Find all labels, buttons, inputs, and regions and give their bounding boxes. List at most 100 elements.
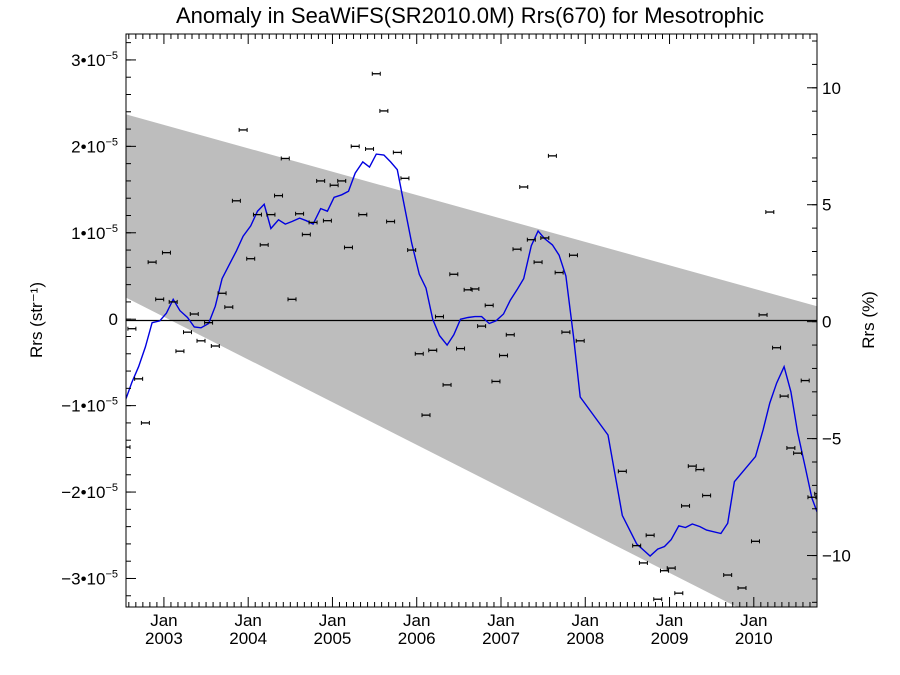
data-point — [540, 235, 550, 240]
y-tick-label-left: 2•10−5 — [71, 136, 118, 156]
data-point — [758, 312, 768, 317]
y-tick-label-right: 0 — [822, 313, 831, 332]
x-tick-label-month: Jan — [656, 611, 683, 630]
data-point — [765, 210, 775, 215]
data-point — [168, 299, 178, 304]
data-point — [421, 413, 431, 418]
data-point — [449, 272, 459, 277]
data-point — [547, 153, 557, 158]
data-point — [238, 127, 248, 132]
x-tick-label-year: 2010 — [735, 629, 773, 648]
data-point — [814, 491, 817, 496]
uncertainty-band-layer — [126, 114, 817, 607]
y-tick-label-left: 3•10−5 — [71, 50, 118, 70]
data-point — [737, 585, 747, 590]
data-point — [414, 351, 424, 356]
x-tick-label-year: 2003 — [145, 629, 183, 648]
data-point — [456, 346, 466, 351]
data-point — [568, 253, 578, 258]
data-point — [316, 178, 326, 183]
data-point — [505, 332, 515, 337]
data-point — [477, 324, 487, 329]
data-point — [301, 232, 311, 237]
data-point — [645, 533, 655, 538]
data-point — [308, 220, 318, 225]
x-tick-label-year: 2008 — [566, 629, 604, 648]
data-point — [183, 330, 193, 335]
data-point — [723, 573, 733, 578]
data-point — [695, 467, 705, 472]
data-point — [674, 591, 684, 596]
data-point — [786, 445, 796, 450]
data-point — [147, 260, 157, 265]
x-tick-label-year: 2006 — [398, 629, 436, 648]
y-tick-label-right: −10 — [822, 547, 851, 566]
data-point — [484, 303, 494, 308]
data-point — [470, 286, 480, 291]
data-point — [287, 297, 297, 302]
data-point — [533, 260, 543, 265]
data-point — [134, 376, 144, 381]
data-point — [632, 543, 642, 548]
x-tick-label-year: 2009 — [651, 629, 689, 648]
data-point — [434, 314, 444, 319]
data-point — [750, 539, 760, 544]
y-tick-label-left: −2•10−5 — [61, 482, 118, 502]
plot-frame — [125, 33, 818, 608]
data-point — [499, 353, 509, 358]
data-point — [702, 493, 712, 498]
y-tick-label-right: 10 — [822, 79, 841, 98]
data-point — [217, 291, 227, 296]
data-point — [175, 349, 185, 354]
data-point — [512, 247, 522, 252]
data-point — [140, 420, 150, 425]
data-point — [822, 596, 830, 600]
data-point — [329, 183, 339, 188]
data-point — [274, 193, 284, 198]
x-tick-label-month: Jan — [150, 611, 177, 630]
x-tick-label-year: 2007 — [482, 629, 520, 648]
running-mean-layer — [126, 153, 817, 557]
data-point — [266, 212, 276, 217]
uncertainty-band — [126, 114, 817, 607]
data-point — [210, 343, 220, 348]
data-point — [161, 250, 171, 255]
data-point — [337, 178, 347, 183]
data-point — [386, 219, 396, 224]
data-point — [224, 305, 234, 310]
data-point — [666, 566, 676, 571]
data-point — [638, 560, 648, 565]
y-tick-label-left: 1•10−5 — [71, 223, 118, 243]
data-point — [371, 71, 381, 76]
x-tick-label-month: Jan — [403, 611, 430, 630]
data-point — [252, 212, 262, 217]
data-point — [519, 184, 529, 189]
data-point — [231, 198, 241, 203]
data-point — [407, 248, 417, 253]
data-point — [155, 297, 165, 302]
data-point — [204, 320, 214, 325]
data-point — [350, 144, 360, 149]
y-axis-label-right: Rrs (%) — [859, 291, 878, 349]
data-point — [196, 338, 206, 343]
data-point — [358, 212, 368, 217]
y-tick-label-left: −3•10−5 — [61, 568, 118, 588]
data-point — [793, 451, 803, 456]
chart-title: Anomaly in SeaWiFS(SR2010.0M) Rrs(670) f… — [176, 3, 764, 28]
data-point — [189, 312, 199, 317]
x-tick-label-month: Jan — [487, 611, 514, 630]
data-point — [392, 150, 402, 155]
data-point — [653, 597, 663, 602]
data-point — [365, 146, 375, 151]
data-point — [659, 568, 669, 573]
tick-marks — [126, 34, 818, 607]
y-tick-label-right: −5 — [822, 430, 841, 449]
y-tick-label-left: −1•10−5 — [61, 396, 118, 416]
data-point — [491, 379, 501, 384]
data-point — [554, 270, 564, 275]
running-mean-line — [126, 153, 817, 557]
data-point — [617, 469, 627, 474]
data-point — [526, 237, 536, 242]
data-point — [127, 326, 137, 331]
